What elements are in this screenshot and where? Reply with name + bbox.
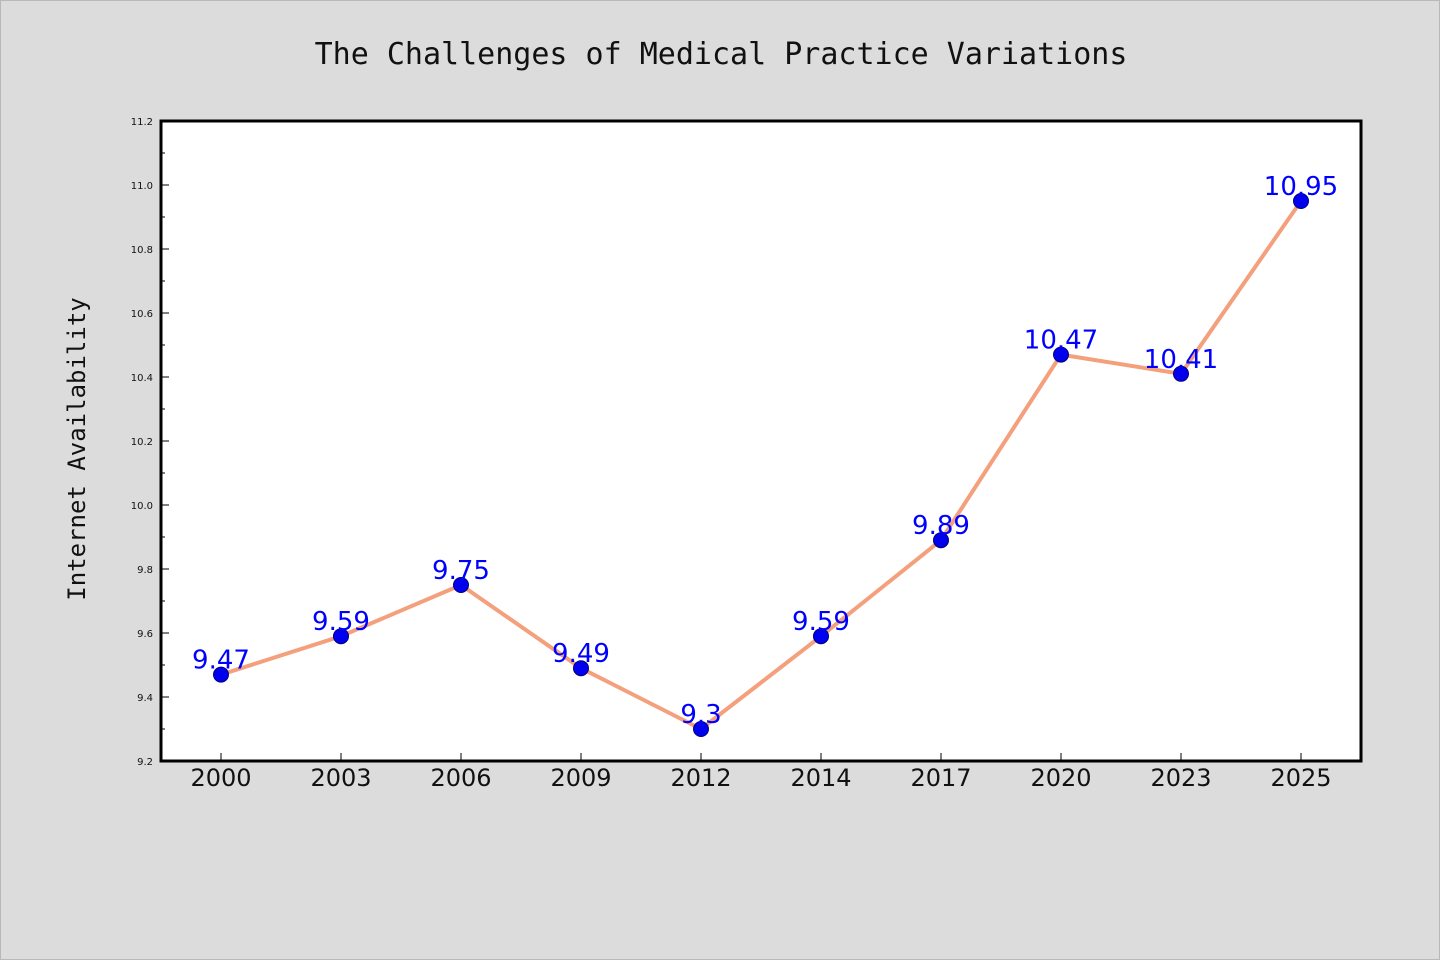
data-point: [693, 721, 709, 737]
data-label: 9.47: [192, 646, 250, 676]
y-tick-label: 10.6: [131, 309, 153, 320]
x-tick-label: 2006: [430, 764, 491, 792]
y-tick-label: 9.8: [137, 565, 153, 576]
x-tick-label: 2000: [190, 764, 251, 792]
data-label: 9.49: [552, 639, 610, 669]
data-label: 10.47: [1024, 326, 1098, 356]
data-point: [1053, 346, 1069, 363]
data-label: 9.3: [680, 700, 721, 730]
data-label: 9.59: [312, 607, 370, 637]
x-tick-label: 2017: [910, 764, 971, 792]
x-tick-label: 2012: [670, 764, 731, 792]
data-label: 10.41: [1144, 345, 1218, 375]
data-point: [813, 628, 829, 645]
ticks-layer: 9.2 9.4 9.6 9.8 10.0 10.2 10.4 10.6 10.8 11.0 11.2…: [131, 117, 1332, 792]
y-tick-label: 9.6: [137, 629, 153, 640]
chart-title: The Challenges of Medical Practice Varia…: [315, 37, 1128, 72]
y-tick-label: 11.0: [131, 181, 153, 192]
data-point: [1293, 193, 1309, 209]
data-point: [933, 532, 949, 549]
data-label: 9.59: [792, 607, 850, 637]
y-tick-label: 11.2: [131, 117, 153, 128]
data-label: 9.89: [912, 511, 970, 541]
x-tick-label: 2020: [1030, 764, 1091, 792]
x-tick-label: 2003: [310, 764, 371, 792]
series-layer: 9.47 9.59 9.75 9.49 9.3 9.59 9.89 10.47 10.41 10.…: [192, 172, 1338, 737]
x-tick-label: 2014: [790, 764, 851, 792]
data-point: [453, 577, 469, 593]
y-axis-label: Internet Availability: [63, 297, 91, 600]
y-tick-label: 10.8: [131, 245, 153, 256]
y-tick-label: 10.0: [131, 501, 153, 512]
data-label: 9.75: [432, 556, 490, 586]
x-tick-label: 2009: [550, 764, 611, 792]
series-line: [219, 199, 1303, 731]
plot-area: [161, 121, 1361, 761]
data-point: [333, 628, 349, 645]
data-point: [573, 660, 589, 677]
x-tick-label: 2025: [1270, 764, 1331, 792]
y-tick-label: 9.4: [137, 693, 153, 704]
y-tick-label: 10.4: [131, 373, 153, 384]
y-tick-label: 9.2: [137, 757, 153, 768]
x-tick-label: 2023: [1150, 764, 1211, 792]
data-point: [1173, 365, 1189, 382]
data-point: [213, 666, 229, 683]
y-tick-label: 10.2: [131, 437, 153, 448]
plot-frame: [159, 119, 1363, 763]
data-label: 10.95: [1264, 172, 1338, 202]
